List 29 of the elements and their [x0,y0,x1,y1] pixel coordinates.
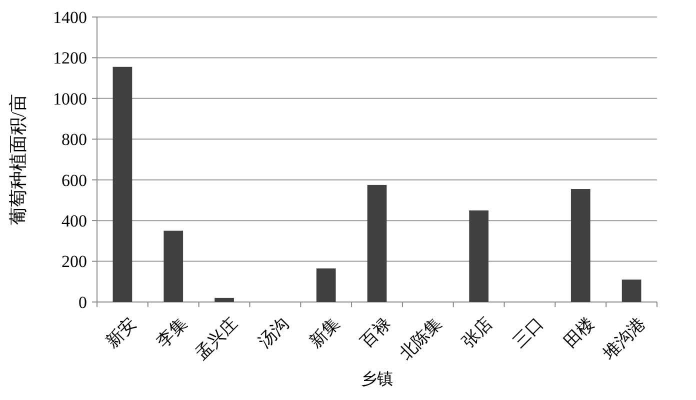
bar [164,230,184,302]
bar [469,210,488,302]
y-tick-label: 1200 [53,48,87,68]
bar [112,66,132,302]
x-tick-label: 李集 [153,314,191,352]
bar [622,280,642,302]
x-tick-label: 新安 [102,314,140,352]
y-tick-label: 1400 [53,8,87,27]
y-tick-label: 400 [62,212,87,231]
bar [214,298,234,302]
x-tick-label: 新集 [306,314,344,352]
y-tick-label: 600 [62,170,87,190]
bar [570,189,590,302]
x-tick-label: 三口 [509,314,547,352]
y-tick-label: 1000 [53,89,87,108]
x-tick-label: 汤沟 [254,314,292,352]
x-tick-label: 堆沟港 [598,314,649,364]
bar [367,184,387,302]
x-tick-label: 百禄 [356,314,394,352]
bar [316,268,336,302]
y-tick-label: 200 [62,252,87,272]
y-axis-title: 葡萄种植面积/亩 [8,94,28,226]
y-tick-label: 0 [78,292,87,312]
y-tick-label: 800 [62,130,87,150]
x-tick-label: 孟兴庄 [192,314,242,364]
x-tick-label: 张店 [458,314,496,352]
x-tick-label: 田楼 [560,314,598,352]
x-axis-title: 乡镇 [361,370,393,388]
x-tick-label: 北陈集 [396,314,446,364]
